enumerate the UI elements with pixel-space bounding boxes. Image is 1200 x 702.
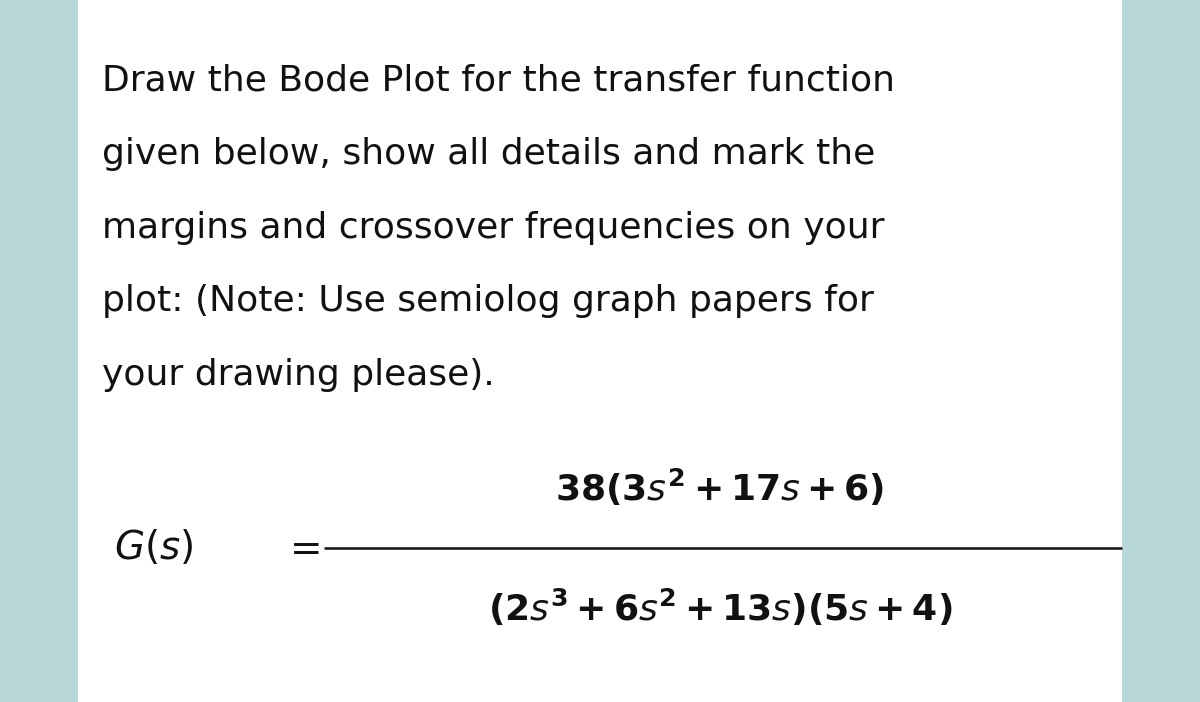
Text: Draw the Bode Plot for the transfer function: Draw the Bode Plot for the transfer func…	[102, 63, 895, 97]
Text: given below, show all details and mark the: given below, show all details and mark t…	[102, 137, 875, 171]
Text: your drawing please).: your drawing please).	[102, 358, 494, 392]
Text: $\mathbf{(2\mathit{s}^3 + 6\mathit{s}^2 + 13\mathit{s})(5\mathit{s} + 4)}$: $\mathbf{(2\mathit{s}^3 + 6\mathit{s}^2 …	[487, 587, 953, 628]
Text: $\mathbf{\mathit{G}}$$\mathbf{\mathit{(s)}}$: $\mathbf{\mathit{G}}$$\mathbf{\mathit{(s…	[114, 528, 193, 567]
Text: $=$: $=$	[282, 529, 320, 567]
Text: plot: (Note: Use semiolog graph papers for: plot: (Note: Use semiolog graph papers f…	[102, 284, 874, 318]
Text: margins and crossover frequencies on your: margins and crossover frequencies on you…	[102, 211, 884, 244]
FancyBboxPatch shape	[78, 0, 1122, 702]
Text: $\mathbf{38(3\mathit{s}^2 + 17\mathit{s} + 6)}$: $\mathbf{38(3\mathit{s}^2 + 17\mathit{s}…	[556, 468, 884, 508]
